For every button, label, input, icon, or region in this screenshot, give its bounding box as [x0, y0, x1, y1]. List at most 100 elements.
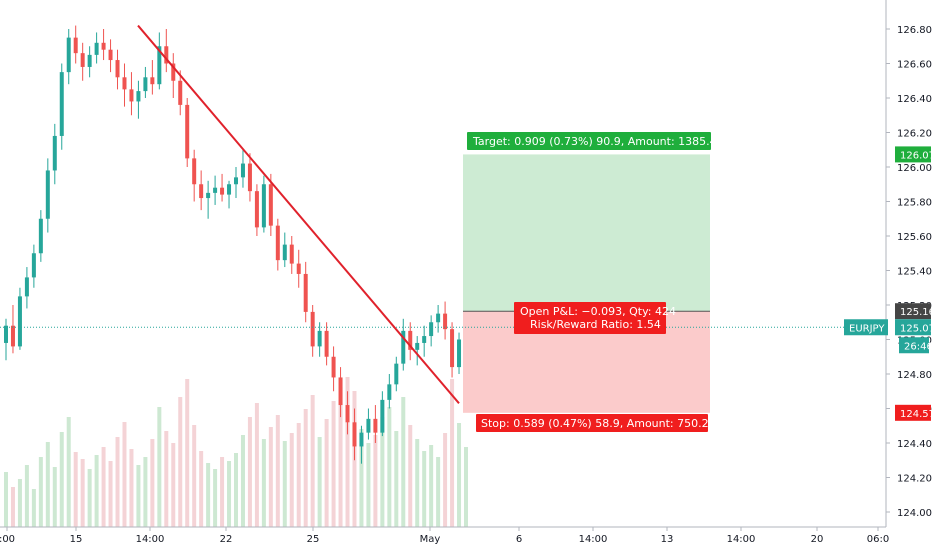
volume-bar [192, 425, 197, 527]
stop-price-tag-text: 124.575 [900, 409, 932, 420]
candle-body [59, 72, 64, 136]
price-axis-tick-label: 125.400 [897, 267, 932, 278]
volume-bar [80, 459, 85, 527]
pnl-label-bg [514, 302, 666, 334]
candle-body [206, 192, 211, 199]
volume-bar [408, 425, 413, 527]
candle-body [261, 184, 266, 228]
volume-bar [282, 441, 287, 527]
volume-bar [129, 449, 134, 527]
candle-body [192, 158, 197, 185]
price-axis-tick-label: 126.200 [897, 129, 932, 140]
volume-bar [206, 463, 211, 527]
time-axis-tick-label: 15 [70, 534, 83, 545]
symbol-tag [844, 319, 888, 336]
volume-bar [24, 465, 29, 527]
price-axis[interactable]: 126.800 126.600 126.400 126.200 126.000 125.8… [885, 0, 932, 527]
current-price-tag [895, 319, 931, 336]
volume-bar [254, 403, 259, 527]
candle-body [394, 363, 399, 385]
time-axis[interactable]: :00 15 14:00 22 25 May 6 14:00 13 14:00 20 06:0 [0, 526, 889, 545]
volume-bar [240, 435, 245, 527]
volume-bar [52, 467, 57, 527]
candle-body [157, 46, 162, 85]
candle-body [450, 329, 455, 368]
volume-bar [164, 431, 169, 527]
volume-bar [310, 395, 315, 527]
volume-bar [450, 379, 455, 527]
candle-body [345, 405, 350, 423]
trendline[interactable] [137, 24, 460, 404]
volume-bar [108, 461, 113, 527]
candle-body [94, 42, 99, 55]
stop-price-tag [895, 404, 931, 421]
candle-body [247, 163, 252, 192]
volume-bar [401, 397, 406, 527]
volume-bar [66, 417, 71, 527]
pnl-label-text: Open P&L: −0.093, Qty: 424 [520, 305, 676, 318]
volume-bar [101, 447, 106, 527]
time-axis-tick-label: :00 [0, 534, 15, 545]
volume-bar [317, 437, 322, 527]
candle-body [185, 104, 190, 159]
volume-bar [338, 387, 343, 527]
candle-body [338, 377, 343, 406]
volume-bar [415, 439, 420, 527]
candle-body [234, 177, 238, 185]
stop-label-bg [476, 414, 708, 432]
candle-body [352, 422, 357, 447]
price-axis-tick-label: 125.600 [897, 232, 932, 243]
price-axis-tick-label: 124.800 [897, 370, 932, 381]
candle-body [296, 263, 301, 274]
candle-body [408, 330, 413, 350]
volume-bar [359, 429, 364, 527]
price-axis-tick-label: 125.800 [897, 198, 932, 209]
volume-bar [464, 447, 468, 527]
price-axis-tick-label: 126.400 [897, 94, 932, 105]
volume-bar [59, 432, 64, 527]
candle-body [136, 91, 141, 102]
candle-body [282, 244, 287, 261]
candle-body [45, 170, 50, 219]
current-price-tag-text: 125.071 [900, 323, 932, 334]
volume-bar [150, 439, 155, 527]
volume-bar [122, 422, 127, 527]
candle-body [317, 330, 322, 347]
candle-body [422, 336, 427, 343]
candle-body [366, 418, 371, 433]
candle-body [387, 384, 392, 400]
volume-bar [331, 401, 336, 527]
volume-bar [261, 439, 266, 527]
volume-bar [234, 453, 238, 527]
candle-body [122, 77, 127, 90]
volume-bar [373, 435, 378, 527]
candle-body [240, 163, 245, 178]
volume-bar [345, 377, 350, 527]
candle-body [401, 330, 406, 364]
candle-body [436, 313, 441, 323]
candle-body [275, 225, 280, 261]
volume-bar [115, 437, 120, 527]
volume-bar [136, 465, 141, 527]
candle-body [178, 80, 183, 105]
time-axis-tick-label: 13 [661, 534, 674, 545]
candle-body [66, 37, 71, 73]
volume-bar [324, 419, 329, 527]
volume-bar [157, 407, 162, 527]
candle-body [359, 432, 364, 447]
volume-bar [380, 417, 385, 527]
price-tags: 126.073 125.164 EURJPY 125.071 26:46 124… [844, 146, 932, 421]
position-profit-zone[interactable] [463, 154, 710, 312]
candle-body [73, 37, 78, 54]
candle-body [220, 187, 225, 195]
candle-body [52, 135, 57, 171]
pnl-label-box: Open P&L: −0.093, Qty: 424 Risk/Reward R… [514, 302, 676, 334]
candle-body [31, 253, 36, 278]
stop-label-text: Stop: 0.589 (0.47%) 58.9, Amount: 750.26 [481, 417, 716, 430]
candle-body [254, 191, 259, 228]
candle-body [380, 399, 385, 433]
volume-bar [387, 407, 392, 527]
price-axis-tick-label: 124.200 [897, 474, 932, 485]
time-axis-tick-label: May [420, 534, 441, 545]
